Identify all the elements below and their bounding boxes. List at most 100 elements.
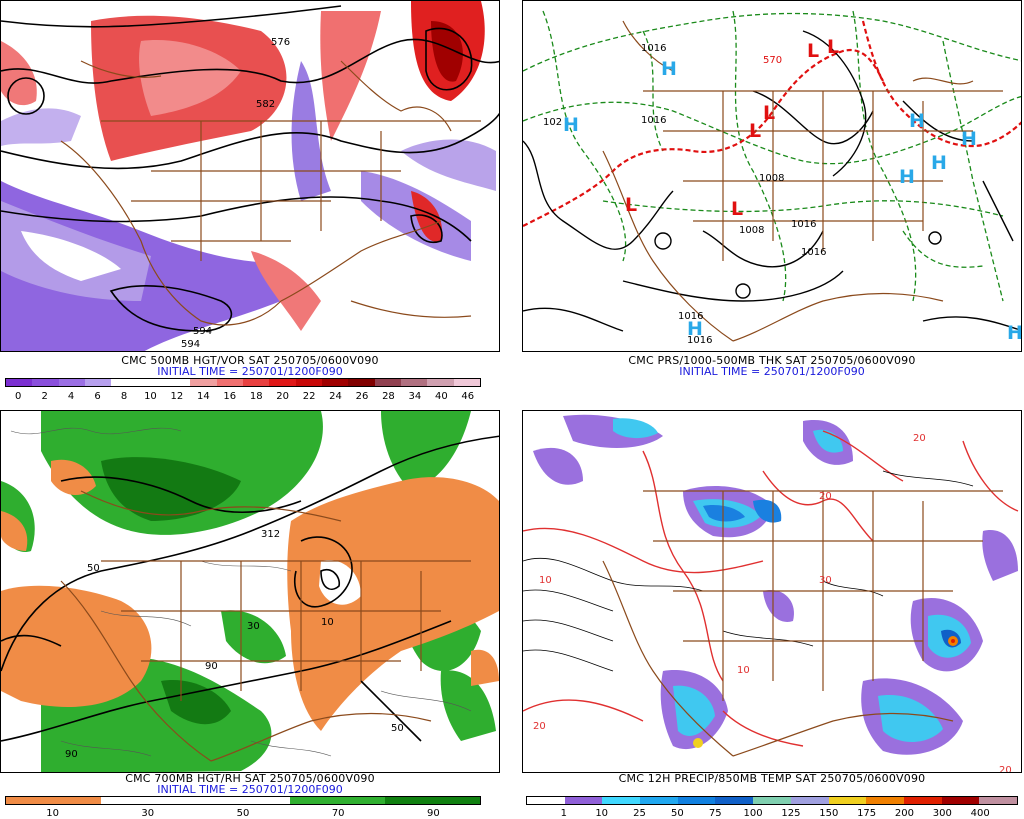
colorbar-swatch	[216, 379, 243, 386]
temp-label: 20	[999, 765, 1012, 773]
colorbar-tick-label: 20	[276, 391, 290, 402]
panel-precip-850mb-temp: 20 10 30 20 10 20 20 CMC 12H PRECIP/850M…	[522, 410, 1022, 819]
thickness-label: 570	[763, 55, 782, 66]
colorbar-tick-label: 16	[223, 391, 237, 402]
colorbar-tick-label: 125	[781, 808, 801, 819]
colorbar-swatch	[979, 797, 1017, 804]
colorbar-swatch	[790, 797, 829, 804]
colorbar-tick-label: 0	[15, 391, 22, 402]
colorbar	[526, 796, 1018, 805]
initial-time: INITIAL TIME = 250701/1200F090	[157, 365, 343, 378]
colorbar-tick-label: 46	[461, 391, 475, 402]
colorbar-swatch	[564, 797, 603, 804]
colorbar-swatch	[337, 797, 386, 804]
isobar-label: 1016	[801, 247, 826, 258]
isobar-label: 1016	[678, 311, 703, 322]
contour-label: 582	[256, 99, 275, 110]
colorbar-swatch	[602, 797, 641, 804]
colorbar-tick-label: 25	[633, 808, 646, 819]
colorbar-tick-label: 26	[355, 391, 369, 402]
colorbar-tick-label: 50	[671, 808, 684, 819]
temp-label: 20	[533, 721, 546, 732]
panel-500mb-vorticity: 576 582 594 594 CMC 500MB HGT/VOR SAT 25…	[0, 0, 500, 409]
contour-label: 90	[65, 749, 78, 760]
colorbar-swatch	[753, 797, 791, 804]
map-700mb: 312 50 90 10 30 50 90	[0, 410, 500, 773]
colorbar-swatch	[243, 797, 291, 804]
colorbar-tick-label: 8	[120, 391, 128, 402]
contour-label: 50	[391, 723, 404, 734]
colorbar-tick-label: 70	[331, 808, 345, 819]
colorbar-tick-label: 10	[595, 808, 609, 819]
colorbar-swatch	[385, 797, 433, 804]
colorbar-swatch	[348, 379, 375, 386]
panel-title: CMC 700MB HGT/RH SAT 250705/0600V090	[125, 772, 375, 785]
colorbar	[5, 796, 481, 805]
contour-label: 594	[193, 326, 212, 337]
contour-label: 10	[321, 617, 334, 628]
isobar-label: 102	[543, 117, 562, 128]
low-pressure-marker: L	[827, 36, 839, 58]
colorbar-swatch	[640, 797, 678, 804]
colorbar-swatch	[111, 379, 138, 386]
colorbar-swatch	[137, 379, 164, 386]
isobar-label: 1008	[759, 173, 784, 184]
colorbar-swatch	[6, 797, 54, 804]
colorbar-swatch	[941, 797, 980, 804]
low-pressure-marker: L	[731, 198, 743, 220]
map-precip-graphic: 20 10 30 20 10 20 20	[523, 411, 1021, 773]
colorbar-swatch	[453, 379, 480, 386]
high-pressure-marker: H	[563, 114, 579, 136]
colorbar-ticks: 0 2 4 6 8 10 12 14 16 18 20 22 24 26 28 34 40 46	[5, 391, 481, 405]
high-pressure-marker: H	[1007, 322, 1022, 344]
colorbar-swatch	[6, 379, 33, 386]
colorbar-swatch	[242, 379, 270, 386]
contour-label: 50	[87, 563, 100, 574]
colorbar-swatch	[374, 379, 401, 386]
colorbar-tick-label: 10	[144, 391, 157, 402]
colorbar-tick-label: 22	[302, 391, 316, 402]
colorbar-tick-label: 150	[819, 808, 839, 819]
panel-title: CMC PRS/1000-500MB THK SAT 250705/0600V0…	[628, 354, 916, 367]
high-pressure-marker: H	[961, 128, 977, 150]
isobar-label: 1016	[687, 335, 712, 346]
colorbar-tick-label: 18	[249, 391, 263, 402]
map-500mb-graphic: 576 582 594 594	[1, 1, 499, 351]
map-pressure: 1016 102 1016 1008 1008 1016 1016 1016 1…	[522, 0, 1022, 352]
isobar-label: 1016	[791, 219, 816, 230]
colorbar-swatch	[269, 379, 296, 386]
temp-label: 10	[539, 575, 552, 586]
colorbar-tick-label: 200	[894, 808, 914, 819]
colorbar-swatch	[190, 379, 217, 386]
colorbar-swatch	[100, 797, 149, 804]
colorbar-tick-label: 30	[141, 808, 155, 819]
colorbar-tick-label: 6	[94, 391, 101, 402]
contour-label: 594	[181, 339, 200, 350]
contour-label: 90	[205, 661, 218, 672]
colorbar-swatch	[432, 797, 481, 804]
contour-label: 312	[261, 529, 280, 540]
colorbar-swatch	[828, 797, 867, 804]
colorbar-tick-label: 75	[708, 808, 722, 819]
colorbar-swatch	[195, 797, 244, 804]
panel-title: CMC 12H PRECIP/850MB TEMP SAT 250705/060…	[618, 772, 926, 785]
high-pressure-marker: H	[899, 166, 915, 188]
colorbar-ticks: 1 10 25 50 75 100 125 150 175 200 300 400	[526, 808, 1018, 819]
colorbar-swatch	[290, 797, 338, 804]
map-500mb: 576 582 594 594	[0, 0, 500, 352]
initial-time: INITIAL TIME = 250701/1200F090	[679, 365, 865, 378]
isobar-label: 1016	[641, 115, 666, 126]
colorbar-swatch	[321, 379, 349, 386]
colorbar-tick-label: 2	[41, 391, 48, 402]
low-pressure-marker: L	[749, 120, 761, 142]
map-pressure-graphic: 1016 102 1016 1008 1008 1016 1016 1016 1…	[523, 1, 1022, 351]
colorbar-swatch	[148, 797, 196, 804]
colorbar-tick-label: 300	[932, 808, 952, 819]
colorbar-tick-label: 100	[743, 808, 763, 819]
colorbar-tick-label: 40	[434, 391, 448, 402]
low-pressure-marker: L	[763, 102, 775, 124]
colorbar	[5, 378, 481, 387]
colorbar-tick-label: 400	[970, 808, 990, 819]
low-pressure-marker: L	[807, 40, 819, 62]
colorbar-swatch	[527, 797, 565, 804]
